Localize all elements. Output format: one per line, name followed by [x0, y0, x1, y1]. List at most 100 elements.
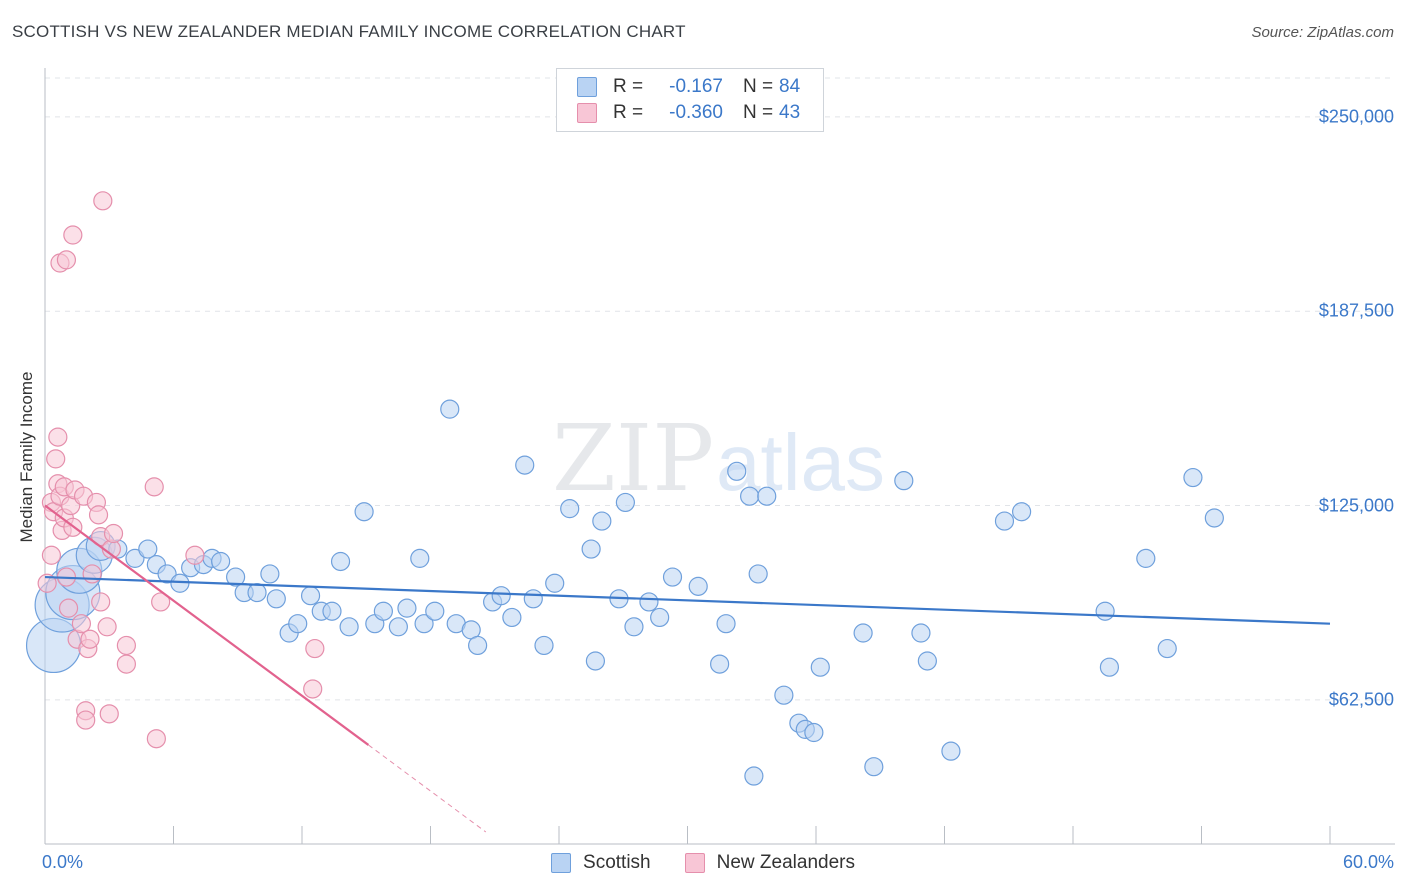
legend-r-value: -0.360 — [669, 102, 723, 123]
data-point — [740, 486, 760, 506]
y-tick-label: $125,000 — [1318, 495, 1394, 516]
data-point — [410, 548, 430, 568]
data-point — [63, 225, 83, 245]
data-point — [88, 505, 109, 525]
data-point — [545, 573, 565, 593]
data-point — [116, 635, 136, 656]
data-point — [80, 629, 100, 649]
x-tick-min: 0.0% — [42, 852, 84, 872]
data-point — [146, 729, 166, 749]
data-point — [757, 486, 777, 506]
data-point — [1157, 638, 1177, 659]
data-point — [727, 461, 747, 481]
data-point — [103, 523, 124, 544]
data-point — [397, 598, 417, 618]
data-point — [354, 502, 374, 522]
correlation-legend: R = -0.167 N = 84 R = -0.360 N = 43 — [556, 68, 824, 132]
data-point — [1011, 502, 1032, 522]
data-point — [46, 449, 66, 469]
data-point — [1183, 467, 1203, 488]
data-point — [639, 592, 659, 612]
legend-r-label: R = — [613, 76, 644, 97]
data-point — [894, 471, 914, 491]
data-point — [716, 614, 736, 634]
data-point — [76, 710, 96, 730]
data-point — [48, 427, 68, 447]
grid-lines — [45, 77, 1395, 701]
data-point — [330, 551, 351, 572]
data-point — [650, 607, 670, 628]
y-tick-label: $250,000 — [1318, 106, 1394, 127]
data-point — [1136, 548, 1156, 568]
data-point — [440, 399, 460, 419]
data-point — [810, 657, 830, 677]
legend-swatch-new-zealanders — [684, 853, 705, 873]
x-tick-max: 60.0% — [1342, 852, 1394, 872]
trend-line-scottish — [44, 575, 1331, 625]
y-tick-label: $187,500 — [1318, 300, 1394, 321]
data-point — [502, 607, 522, 628]
data-point — [585, 651, 606, 671]
data-point — [1099, 657, 1120, 677]
data-point — [592, 511, 612, 531]
data-point — [388, 617, 408, 637]
data-point — [99, 704, 119, 724]
data-point — [491, 586, 511, 606]
legend-row-new-zealanders: R = -0.360 N = 43 — [577, 101, 800, 125]
data-point — [515, 455, 535, 475]
data-point — [58, 598, 79, 618]
data-point — [97, 617, 117, 637]
data-point — [138, 539, 158, 559]
data-point — [305, 638, 325, 659]
legend-n-value: 84 — [779, 76, 801, 97]
data-point — [266, 589, 286, 609]
data-point — [288, 614, 308, 634]
chart-title: SCOTTISH VS NEW ZEALANDER MEDIAN FAMILY … — [12, 22, 686, 41]
data-point — [151, 592, 171, 612]
legend-n-label: N = — [743, 102, 774, 123]
legend-item-scottish[interactable]: Scottish — [551, 852, 651, 874]
data-point — [373, 601, 393, 621]
legend-row-scottish: R = -0.167 N = 84 — [577, 75, 800, 99]
y-tick-label: $62,500 — [1328, 689, 1394, 710]
data-point — [917, 651, 937, 671]
data-point — [994, 511, 1015, 531]
data-point — [662, 567, 683, 587]
series-legend: Scottish New Zealanders — [0, 852, 1406, 874]
watermark: ZIP atlas — [552, 405, 885, 512]
source-label: Source: ZipAtlas.com — [1251, 24, 1394, 41]
data-point — [71, 614, 92, 634]
data-point — [581, 539, 601, 559]
data-point — [37, 573, 57, 593]
legend-swatch-new-zealanders — [577, 103, 597, 123]
legend-swatch-scottish — [577, 77, 597, 97]
data-point — [41, 545, 62, 565]
trend-line-new-zealanders — [44, 504, 370, 746]
data-point — [322, 601, 342, 621]
data-point — [185, 545, 205, 565]
data-point — [1204, 508, 1224, 528]
data-point — [804, 722, 824, 743]
data-point — [56, 250, 77, 270]
data-point — [748, 564, 768, 584]
data-point — [260, 564, 280, 584]
data-point — [125, 548, 145, 568]
data-point — [82, 564, 102, 584]
data-point — [468, 635, 488, 656]
legend-r-label: R = — [613, 102, 644, 123]
legend-n-value: 43 — [779, 102, 801, 123]
data-point — [211, 551, 231, 572]
trend-extension-new-zealanders — [368, 744, 487, 833]
data-point — [744, 766, 764, 786]
data-point — [624, 617, 644, 637]
data-point — [300, 586, 321, 606]
data-point — [911, 623, 931, 643]
legend-item-new-zealanders[interactable]: New Zealanders — [684, 852, 855, 874]
new-zealanders-points — [37, 191, 325, 749]
watermark-zip: ZIP — [552, 405, 714, 512]
data-point — [247, 582, 267, 603]
legend-label-new-zealanders: New Zealanders — [716, 852, 855, 873]
legend-n-label: N = — [743, 76, 774, 97]
data-point — [688, 576, 708, 596]
data-point — [941, 741, 961, 761]
